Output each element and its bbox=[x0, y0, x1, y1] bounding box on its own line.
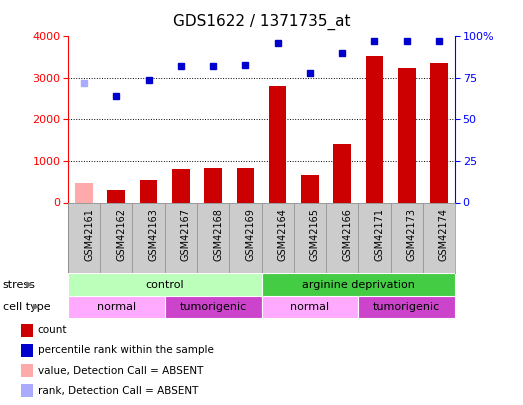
Text: GSM42174: GSM42174 bbox=[439, 208, 449, 261]
Text: GSM42173: GSM42173 bbox=[407, 208, 417, 261]
Text: GSM42166: GSM42166 bbox=[342, 208, 352, 261]
Text: percentile rank within the sample: percentile rank within the sample bbox=[38, 345, 214, 355]
Text: GDS1622 / 1371735_at: GDS1622 / 1371735_at bbox=[173, 14, 350, 30]
Text: GSM42163: GSM42163 bbox=[149, 208, 158, 261]
Bar bbox=[204, 168, 222, 202]
Bar bbox=[172, 169, 190, 202]
Text: stress: stress bbox=[3, 279, 36, 290]
Bar bbox=[398, 68, 415, 202]
Text: GSM42168: GSM42168 bbox=[213, 208, 223, 261]
Text: cell type: cell type bbox=[3, 302, 50, 312]
Bar bbox=[366, 56, 383, 202]
Bar bbox=[20, 364, 33, 377]
Bar bbox=[20, 384, 33, 397]
Text: control: control bbox=[145, 279, 184, 290]
Bar bbox=[358, 296, 455, 318]
Text: normal: normal bbox=[97, 302, 136, 312]
Bar bbox=[68, 273, 262, 296]
Text: GSM42162: GSM42162 bbox=[116, 208, 127, 261]
Bar bbox=[75, 183, 93, 202]
Text: rank, Detection Call = ABSENT: rank, Detection Call = ABSENT bbox=[38, 386, 198, 396]
Text: count: count bbox=[38, 325, 67, 335]
Text: value, Detection Call = ABSENT: value, Detection Call = ABSENT bbox=[38, 366, 203, 375]
Bar bbox=[269, 86, 287, 202]
Text: GSM42167: GSM42167 bbox=[181, 208, 191, 261]
Bar bbox=[140, 180, 157, 202]
Text: GSM42164: GSM42164 bbox=[278, 208, 288, 261]
Text: normal: normal bbox=[290, 302, 329, 312]
Text: arginine deprivation: arginine deprivation bbox=[302, 279, 415, 290]
Bar bbox=[301, 175, 319, 202]
Bar bbox=[333, 143, 351, 202]
Text: tumorigenic: tumorigenic bbox=[373, 302, 440, 312]
Bar bbox=[20, 344, 33, 357]
Bar bbox=[262, 273, 455, 296]
Bar bbox=[165, 296, 262, 318]
Bar bbox=[68, 296, 165, 318]
Bar bbox=[236, 168, 254, 202]
Text: GSM42161: GSM42161 bbox=[84, 208, 94, 261]
Bar bbox=[430, 64, 448, 202]
Text: GSM42171: GSM42171 bbox=[374, 208, 384, 261]
Bar bbox=[108, 190, 125, 202]
Text: GSM42165: GSM42165 bbox=[310, 208, 320, 261]
Text: tumorigenic: tumorigenic bbox=[179, 302, 247, 312]
Text: GSM42169: GSM42169 bbox=[245, 208, 255, 261]
Bar bbox=[262, 296, 358, 318]
Bar bbox=[20, 324, 33, 337]
